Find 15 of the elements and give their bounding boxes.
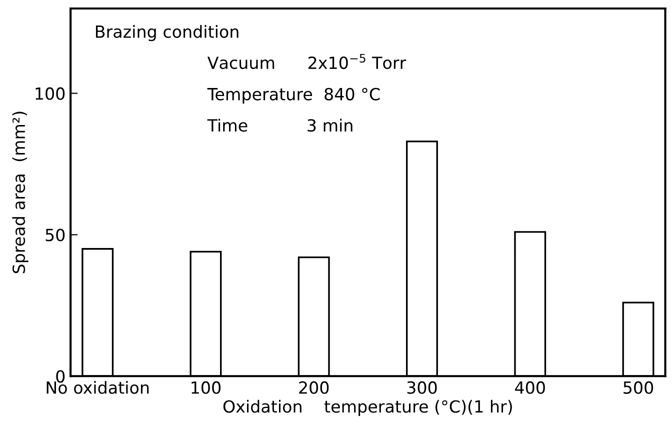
x-tick-label: 200	[299, 381, 329, 394]
x-tick-label: 300	[407, 381, 437, 394]
y-tick-label: 0	[56, 370, 65, 383]
annotation: Time 3 min	[207, 118, 352, 132]
x-tick-label: 400	[515, 381, 545, 394]
y-tick-label: 50	[46, 228, 65, 242]
annotation: Brazing condition	[96, 25, 238, 42]
x-axis-title: Oxidation temperature (°C)(1 hr)	[223, 400, 512, 416]
annotation: Temperature 840 °C	[207, 88, 380, 104]
x-tick-label: No oxidation	[46, 380, 149, 394]
y-tick-label: 100	[36, 87, 65, 100]
y-axis-title: Spread area (mm²)	[12, 112, 28, 274]
annotation: Vacuum 2x10$^{−5}$ Torr	[207, 54, 406, 70]
x-tick-label: 500	[624, 381, 654, 394]
x-tick-label: 100	[192, 381, 221, 394]
